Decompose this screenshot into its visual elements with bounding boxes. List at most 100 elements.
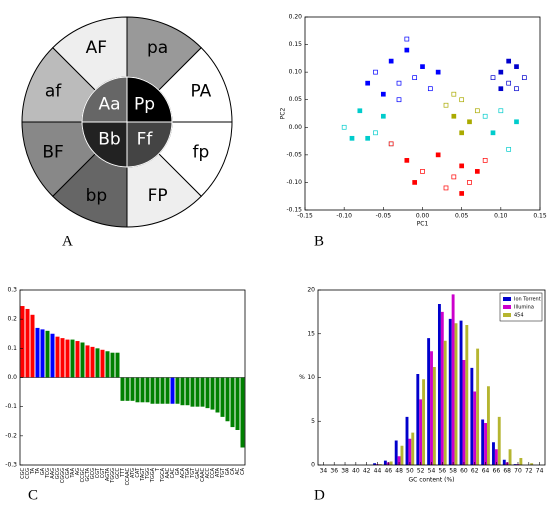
x-tick-label: 50 xyxy=(406,468,414,475)
x-tick-label: TAGT xyxy=(140,467,146,482)
x-tick-label: CCA xyxy=(210,467,216,478)
x-tick-label: CGA xyxy=(65,467,71,478)
scatter-point xyxy=(498,86,504,92)
scatter-point xyxy=(459,191,465,196)
y-tick-label: 0.3 xyxy=(7,287,17,294)
bar xyxy=(210,377,215,410)
bar xyxy=(440,311,444,465)
scatter-point xyxy=(514,86,519,92)
scatter-point xyxy=(506,80,512,86)
bar xyxy=(200,377,205,407)
legend-label: Ion Torrent xyxy=(514,297,541,303)
x-tick-label: AG xyxy=(75,468,81,475)
scatter-point xyxy=(404,158,410,163)
scatter-point xyxy=(459,163,465,169)
inner-segment xyxy=(81,76,128,123)
x-tick-label: 48 xyxy=(395,468,403,475)
bar xyxy=(422,379,426,465)
x-tick-label: 42 xyxy=(363,468,371,475)
scatter-point xyxy=(451,113,457,119)
bar xyxy=(195,377,200,407)
x-tick-label: 34 xyxy=(320,468,328,475)
scatter-point xyxy=(451,91,457,97)
panel-label: A xyxy=(62,233,73,249)
bar xyxy=(383,460,387,465)
scatter-point xyxy=(357,108,363,114)
scatter-point xyxy=(443,185,449,191)
inner-label: Aa xyxy=(98,94,120,114)
y-tick-label: -0.3 xyxy=(5,462,17,469)
bar xyxy=(155,377,160,404)
scatter-point xyxy=(435,69,441,75)
x-tick-label: 62 xyxy=(471,468,479,475)
scatter-point xyxy=(412,180,418,185)
bar xyxy=(140,377,145,403)
y-tick-label: 0 xyxy=(311,462,315,469)
x-tick-label: TGA xyxy=(185,467,191,479)
scatter-point xyxy=(388,58,394,64)
x-tick-label: CA xyxy=(240,467,246,474)
x-tick-label: TTT xyxy=(120,467,126,478)
x-tick-label: 46 xyxy=(384,468,392,475)
bar xyxy=(454,323,458,465)
bar xyxy=(180,377,185,406)
bar xyxy=(484,423,487,465)
segment-label: af xyxy=(45,81,62,101)
x-tick-label: AC xyxy=(235,467,241,474)
bar xyxy=(397,456,401,465)
bar xyxy=(105,351,110,378)
bar xyxy=(411,432,415,465)
scatter-point xyxy=(396,80,402,86)
scatter-point xyxy=(482,158,488,163)
y-axis-label: % xyxy=(299,374,305,381)
bar xyxy=(70,339,75,378)
x-tick-label: GA xyxy=(225,467,231,475)
segment-label: AF xyxy=(86,38,107,58)
bar xyxy=(235,377,240,430)
inner-label: Pp xyxy=(134,94,155,114)
y-tick-label: 0.00 xyxy=(289,124,303,131)
x-tick-label: T xyxy=(155,467,161,472)
bar xyxy=(175,377,180,404)
bar xyxy=(65,339,70,378)
scatter-point xyxy=(521,75,527,81)
scatter-point xyxy=(388,141,394,147)
inner-segment xyxy=(81,121,128,168)
scatter-point xyxy=(365,135,371,141)
segment-label: fp xyxy=(193,143,210,163)
bar xyxy=(225,377,230,422)
x-tick-label: ATG xyxy=(130,468,136,478)
x-tick-label: ACC xyxy=(205,468,211,479)
scatter-point xyxy=(435,152,441,158)
x-tick-label: TGGG xyxy=(110,468,116,484)
scatter-point xyxy=(514,64,519,69)
bar xyxy=(408,438,412,465)
x-tick-label: 0.10 xyxy=(494,213,508,220)
segment-label: pa xyxy=(147,38,168,58)
x-tick-label: CAT xyxy=(135,467,141,478)
x-tick-label: TA xyxy=(30,467,36,475)
scatter-point xyxy=(404,36,410,42)
x-tick-label: 54 xyxy=(428,468,436,475)
x-tick-label: TA xyxy=(35,467,41,475)
x-tick-label: TAA xyxy=(70,467,76,478)
scatter-point xyxy=(349,135,355,141)
bar xyxy=(20,306,25,378)
scatter-point xyxy=(490,130,496,136)
y-tick-label: 0.2 xyxy=(7,316,17,323)
bar xyxy=(215,377,220,413)
y-tick-label: -0.15 xyxy=(286,207,302,214)
bar xyxy=(492,442,495,465)
x-tick-label: 58 xyxy=(449,468,457,475)
scatter-point xyxy=(412,75,418,81)
x-tick-label: 0.05 xyxy=(455,213,469,220)
legend-swatch xyxy=(503,313,511,317)
bar xyxy=(494,449,498,465)
scatter-point xyxy=(474,108,480,114)
bar xyxy=(400,445,404,465)
x-tick-label: GAC xyxy=(195,467,201,478)
scatter-point xyxy=(482,113,488,119)
plot-frame xyxy=(304,16,541,211)
bar xyxy=(459,320,463,465)
bar xyxy=(120,377,125,401)
